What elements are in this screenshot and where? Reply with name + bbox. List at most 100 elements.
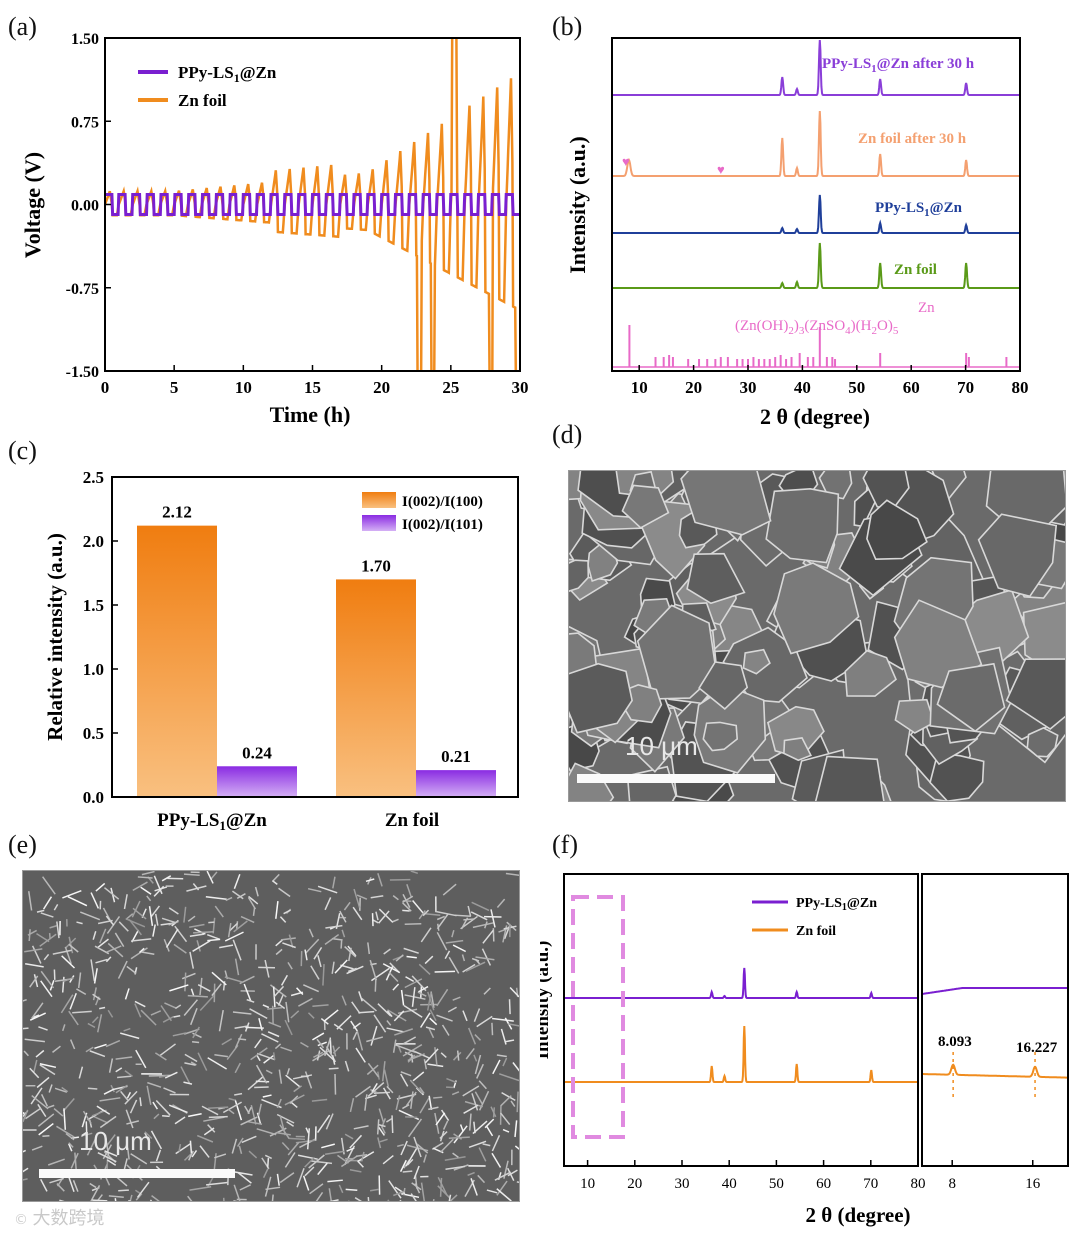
f-xtick-label: 20 [627,1176,642,1192]
sem-e-flake [161,917,177,924]
sem-e-flake [38,1122,54,1136]
sem-e-flake [178,1143,182,1152]
sem-e-flake [462,1010,468,1022]
sem-e-flake [425,912,441,917]
sem-e-flake [39,933,57,947]
sem-e-flake [37,1113,55,1127]
sem-e-flake [325,924,343,929]
sem-e-flake [207,1057,227,1070]
b-xtick-label: 70 [957,378,974,397]
sem-e-flake [445,1165,466,1170]
sem-e-flake [196,1134,214,1143]
sem-e-flake [174,925,188,943]
sem-e-flake [370,895,384,899]
sem-e-flake [317,1041,327,1047]
sem-e-flake [361,1151,365,1161]
sem-e-flake [161,875,172,882]
sem-e-flake [254,1086,269,1089]
sem-e-flake [124,1090,138,1105]
sem-e-flake [192,940,211,952]
sem-e-flake [155,1100,171,1116]
sem-d-grain [844,649,897,697]
sem-e-flake [338,1184,344,1194]
sem-e-flake [470,911,488,921]
sem-e-flake [232,939,242,961]
sem-e-flake [430,991,435,1009]
f-xtick-label: 70 [863,1176,878,1192]
chart-a: 0 5 10 15 20 25 30 -1.50 -0.75 0.00 0.75 1.50 Volta… [20,31,529,427]
sem-e-flake [218,1009,224,1032]
sem-e-flake [516,1181,519,1184]
sem-e-flake [123,1158,128,1171]
sem-e-flake [510,1100,516,1108]
sem-e-flake [96,1194,103,1201]
sem-e-flake [410,1091,414,1109]
sem-e-flake [483,921,488,929]
sem-e-flake [126,1091,132,1099]
sem-e-flake [23,1027,29,1030]
sem-e-flake [423,1059,428,1070]
sem-e-flake [476,1063,484,1079]
sem-e-flake [241,1135,257,1144]
sem-e-flake [250,1104,257,1125]
sem-e-flake [54,1087,68,1093]
sem-e-flake [452,1051,462,1061]
sem-e-flake [463,1104,479,1114]
sem-e-flake [261,1033,279,1043]
sem-e-flake [483,987,491,995]
sem-e-flake [114,1198,117,1201]
a-xtick-label: 10 [235,378,252,397]
sem-e-flake [97,919,113,925]
c-ytick-label: 1.5 [83,596,104,615]
sem-e-flake [96,1105,111,1115]
sem-e-flake [81,1132,93,1137]
sem-e-flake [268,1021,282,1028]
sem-e-flake [419,1012,431,1028]
sem-e-flake [453,1133,463,1140]
sem-e-flake [221,1038,233,1046]
sem-e-flake [436,1014,453,1022]
sem-e-flake [453,1125,468,1144]
sem-e-flake [407,1158,414,1166]
c-bar-label-1-1: 0.21 [441,747,471,766]
b-xlabel: 2 θ (degree) [760,404,870,429]
sem-e-flake [99,928,107,944]
sem-e-flake [233,920,248,933]
sem-e-flake [434,970,456,973]
sem-e-flake [23,1109,29,1123]
b-xtick-label: 50 [848,378,865,397]
sem-e-flake [316,1038,325,1049]
b-xtick-label: 60 [903,378,920,397]
sem-e-flake [295,1139,316,1144]
sem-e-flake [206,871,214,884]
sem-e-flake [162,1015,174,1023]
sem-e-flake [433,1096,443,1099]
sem-e-flake [117,1075,132,1079]
c-bar-label-0-1: 1.70 [361,556,391,575]
sem-e-flake [189,923,205,928]
sem-d-grain [621,484,670,529]
sem-e-flake [264,1154,273,1160]
sem-e-flake [276,1131,291,1136]
sem-e-flake [428,1106,439,1111]
sem-e-flake [425,1026,436,1031]
sem-e-flake [164,1071,178,1079]
b-trace-zn [612,242,1020,289]
sem-e-flake [456,1050,460,1061]
sem-e-flake [365,878,375,883]
sem-e-flake [386,1027,404,1033]
sem-e-flake [392,1039,397,1053]
sem-e-flake [383,948,391,955]
sem-e-flake [141,871,155,876]
sem-e-flake [344,945,357,958]
sem-e-flake [317,955,322,968]
sem-e-flake [410,1053,414,1063]
sem-e-flake [285,1001,290,1023]
sem-e-flake [132,881,148,892]
sem-e-flake [95,958,108,964]
sem-e-flake [256,1052,276,1061]
sem-e-flake [424,955,434,965]
sem-e-flake [404,923,422,926]
sem-e-flake [62,1098,75,1112]
sem-e-flake [381,1061,386,1082]
